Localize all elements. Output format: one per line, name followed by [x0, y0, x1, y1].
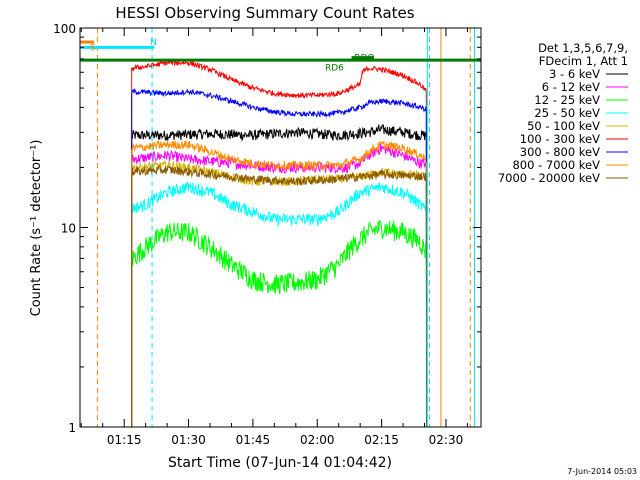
x-tick-label: 01:30	[171, 433, 206, 447]
y-axis: 1 10 100	[53, 22, 481, 435]
series-line-9	[131, 165, 428, 427]
x-tick-label: 02:00	[300, 433, 335, 447]
legend-entry-label: 50 - 100 keV	[527, 119, 600, 133]
y-tick-label: 10	[61, 222, 76, 236]
x-tick-label: 01:15	[107, 433, 142, 447]
legend-header-line: FDecim 1, Att 1	[539, 54, 628, 68]
flag-label-n: N	[150, 38, 157, 48]
series-line-8	[131, 139, 428, 427]
series-line-7	[131, 87, 428, 427]
x-axis: 01:15 01:30 01:45 02:00 02:15 02:30	[80, 28, 468, 447]
plot-area: S N RD6 RDO	[80, 28, 481, 427]
legend-entry-label: 7000 - 20000 keV	[498, 171, 600, 185]
series-line-4	[131, 181, 428, 427]
x-tick-label: 02:15	[364, 433, 399, 447]
x-tick-label: 01:45	[236, 433, 271, 447]
legend-entry-label: 12 - 25 keV	[534, 93, 600, 107]
legend-entry-label: 3 - 6 keV	[549, 67, 600, 81]
legend-entry-label: 6 - 12 keV	[542, 80, 600, 94]
x-tick-label: 02:30	[429, 433, 464, 447]
x-axis-label: Start Time (07-Jun-14 01:04:42)	[168, 455, 392, 471]
y-tick-label: 1	[68, 421, 76, 435]
series-line-3	[131, 220, 428, 427]
legend-entry-label: 800 - 7000 keV	[512, 158, 600, 172]
plot-frame	[79, 27, 482, 428]
footer-date: 7-Jun-2014 05:03	[567, 467, 637, 476]
series-line-6	[131, 58, 428, 427]
legend: Det 1,3,5,6,7,9,FDecim 1, Att 13 - 6 keV…	[498, 41, 628, 185]
legend-entry-label: 100 - 300 keV	[520, 132, 600, 146]
flag-label-rd6: RD6	[325, 64, 344, 74]
flag-label-s: S	[90, 43, 96, 53]
series-line-1	[131, 123, 428, 427]
legend-entry-label: 25 - 50 keV	[534, 106, 600, 120]
y-tick-label: 100	[53, 22, 76, 36]
y-axis-label: Count Rate (s⁻¹ detector⁻¹)	[29, 140, 44, 317]
legend-entry-label: 300 - 800 keV	[520, 145, 600, 159]
flag-label-rdo: RDO	[354, 53, 374, 63]
chart-title: HESSI Observing Summary Count Rates	[115, 4, 414, 22]
legend-header-line: Det 1,3,5,6,7,9,	[538, 41, 628, 55]
series-line-5	[131, 159, 428, 427]
